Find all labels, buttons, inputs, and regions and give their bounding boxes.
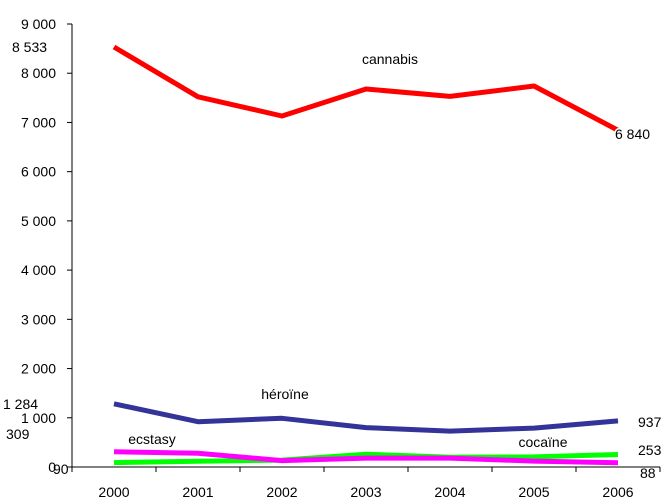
data-label: 88 — [640, 465, 656, 481]
data-label: 937 — [638, 414, 662, 430]
x-tick-label: 2003 — [350, 484, 381, 500]
x-tick-label: 2004 — [434, 484, 465, 500]
series-labels: cannabis héroïne cocaïne ecstasy — [128, 51, 567, 450]
y-tick-label: 4 000 — [21, 262, 56, 278]
data-label: 1 284 — [3, 396, 38, 412]
x-tick-label: 2006 — [602, 484, 633, 500]
y-tick-label: 1 000 — [21, 410, 56, 426]
series-lines — [112, 44, 620, 466]
y-tick-label: 5 000 — [21, 213, 56, 229]
x-tick-label: 2000 — [98, 484, 129, 500]
data-label: 309 — [6, 426, 30, 442]
series-line-cannabis — [112, 44, 620, 133]
data-label: 6 840 — [615, 126, 650, 142]
x-tick-label: 2005 — [518, 484, 549, 500]
series-line-ecstasy — [113, 449, 619, 466]
series-label-ecstasy: ecstasy — [128, 431, 175, 447]
y-tick-label: 3 000 — [21, 311, 56, 327]
series-line-hrone — [113, 401, 619, 434]
x-tick-label: 2002 — [266, 484, 297, 500]
annotations: 8 533 6 840 1 284 937 309 90 253 88 — [3, 38, 662, 482]
series-label-hrone: héroïne — [261, 386, 309, 402]
y-tick-label: 2 000 — [21, 361, 56, 377]
data-label: 90 — [53, 461, 69, 477]
y-tick-label: 8 000 — [21, 65, 56, 81]
series-line-cocane — [113, 451, 619, 466]
y-tick-label: 6 000 — [21, 164, 56, 180]
series-label-cannabis: cannabis — [362, 51, 418, 67]
series-label-cocane: cocaïne — [518, 434, 567, 450]
x-tick-label: 2001 — [182, 484, 213, 500]
y-tick-label: 7 000 — [21, 114, 56, 130]
data-label: 8 533 — [12, 39, 47, 55]
axes: 0 1 000 2 000 3 000 4 000 5 000 6 000 7 000 8 00… — [21, 16, 661, 500]
y-tick-label: 0 — [48, 459, 56, 475]
data-label: 253 — [638, 442, 662, 458]
y-tick-label: 9 000 — [21, 16, 56, 32]
